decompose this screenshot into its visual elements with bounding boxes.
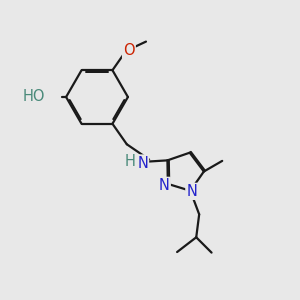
Text: N: N [186,184,197,199]
Text: HO: HO [23,89,46,104]
Text: O: O [123,44,135,59]
Text: N: N [159,178,170,193]
Text: H: H [125,154,136,169]
Text: N: N [137,155,148,170]
